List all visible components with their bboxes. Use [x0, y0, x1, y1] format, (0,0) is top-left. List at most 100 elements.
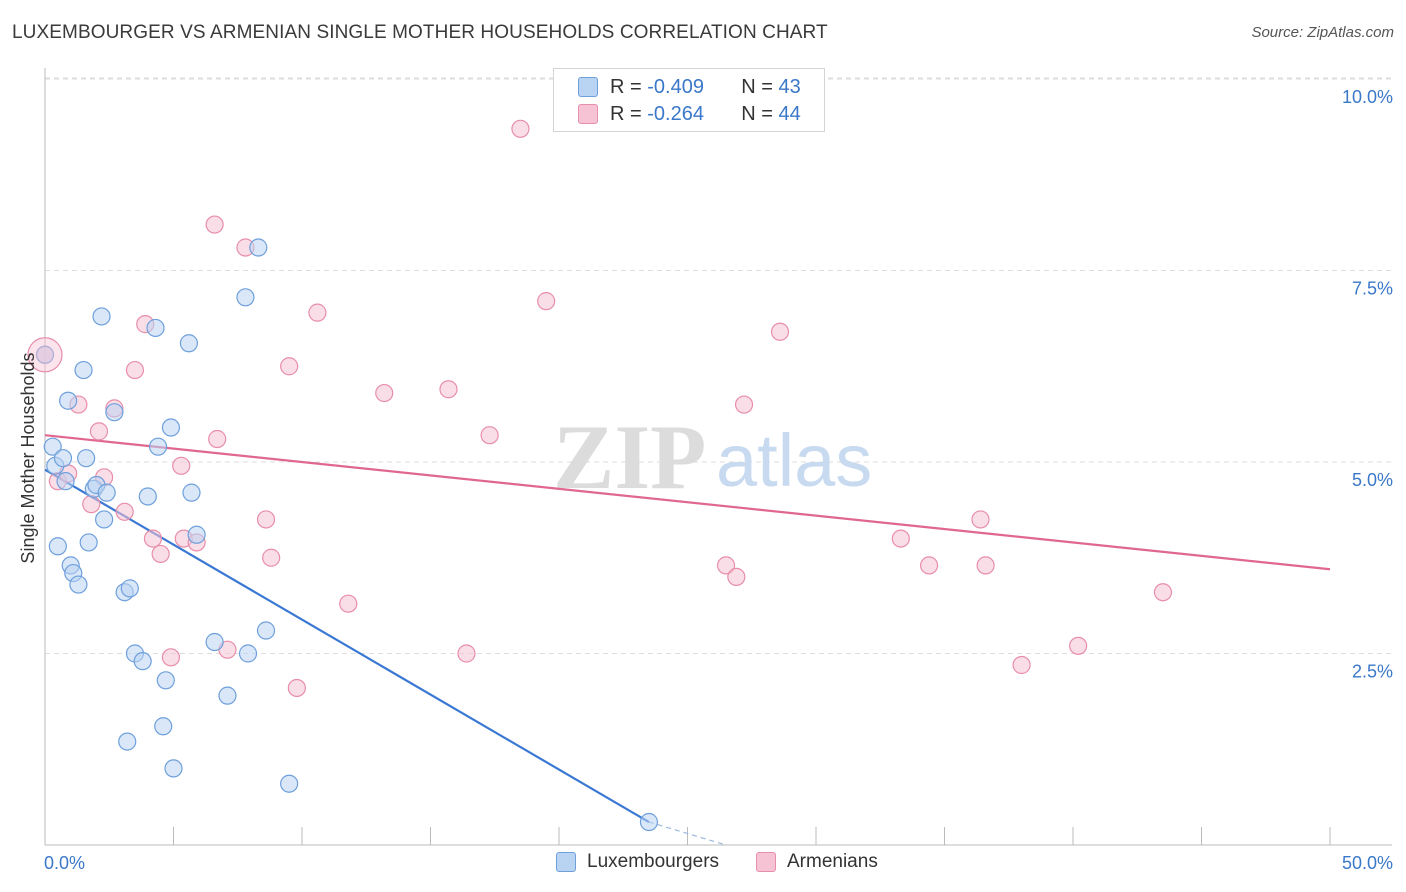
overlap-point-highlight: [27, 337, 63, 373]
legend-r-value: -0.264: [647, 102, 704, 125]
luxembourger-point: [35, 345, 55, 364]
series-name-armenians: Armenians: [787, 851, 878, 872]
luxembourger-point: [238, 644, 258, 663]
watermark: ZIP atlas: [553, 406, 872, 508]
armenian-point: [161, 648, 181, 667]
legend-r-value: -0.409: [647, 75, 704, 98]
armenian-point: [280, 357, 299, 376]
armenian-point: [457, 644, 476, 663]
series-swatch-blue: [556, 852, 576, 872]
series-swatch-pink: [756, 852, 776, 872]
x-tick-label: 0.0%: [44, 853, 85, 873]
luxembourger-point: [105, 403, 124, 422]
luxembourger-point: [133, 652, 152, 671]
legend-n-label: N =: [741, 102, 779, 125]
luxembourger-point: [79, 533, 98, 552]
luxembourger-point: [95, 510, 114, 529]
legend-n-value: 43: [778, 75, 801, 98]
series-legend-luxembourgers: Luxembourgers: [556, 851, 719, 873]
y-tick-label: 7.5%: [1352, 279, 1393, 299]
armenian-point: [115, 502, 134, 521]
armenian-point: [919, 556, 939, 575]
trend-lines: [44, 434, 1331, 846]
armenians-trend-line: [44, 434, 1331, 571]
source-label: Source: ZipAtlas.com: [1251, 24, 1394, 41]
armenian-point: [971, 510, 990, 529]
y-axis-label: Single Mother Households: [18, 352, 38, 563]
tick-labels: 2.5% 5.0% 7.5% 10.0% 0.0% 50.0%: [44, 87, 1393, 873]
luxembourger-point: [161, 418, 181, 437]
legend-r-label: R =: [610, 102, 648, 125]
luxembourger-point: [280, 774, 299, 793]
armenian-point: [208, 429, 227, 449]
luxembourger-point: [236, 288, 255, 307]
data-points: [27, 119, 1173, 832]
armenian-point: [287, 678, 306, 698]
luxembourger-point: [59, 391, 78, 410]
luxembourger-point: [256, 621, 276, 640]
series-legend: Luxembourgers Armenians: [0, 851, 1406, 877]
watermark-zip: ZIP: [553, 406, 706, 508]
armenian-point: [1069, 636, 1088, 655]
y-tick-label: 2.5%: [1352, 662, 1393, 682]
luxembourger-point: [97, 483, 116, 502]
legend-swatch-blue: [578, 77, 598, 97]
armenian-point: [727, 567, 746, 587]
armenian-point: [82, 495, 101, 514]
armenian-point: [716, 556, 736, 575]
luxembourger-point: [164, 759, 183, 778]
legend-row-armenians: R = -0.264 N = 44: [578, 101, 801, 127]
luxembourger-point: [156, 671, 175, 690]
luxembourger-point: [120, 579, 139, 598]
luxembourger-point: [118, 732, 137, 751]
series-name-luxembourgers: Luxembourgers: [587, 851, 720, 872]
armenian-point: [537, 292, 556, 311]
armenian-point: [151, 544, 170, 564]
armenian-point: [89, 422, 109, 441]
luxembourger-point: [92, 307, 111, 326]
correlation-legend: R = -0.409 N = 43 R = -0.264 N = 44: [553, 68, 825, 132]
x-tick-label: 50.0%: [1342, 853, 1393, 873]
armenian-point: [734, 395, 754, 414]
luxembourger-point: [148, 437, 168, 456]
luxembourger-point: [154, 717, 173, 736]
armenian-point: [439, 380, 458, 399]
luxembourgers-trend-line: [44, 468, 650, 823]
luxembourger-point: [205, 632, 224, 652]
luxembourger-point: [74, 360, 93, 380]
luxembourger-point: [639, 812, 659, 832]
axes: [44, 68, 1392, 846]
armenian-point: [1012, 655, 1031, 675]
armenian-point: [339, 594, 358, 613]
luxembourger-point: [218, 686, 237, 705]
armenian-point: [770, 322, 790, 341]
legend-row-luxembourgers: R = -0.409 N = 43: [578, 74, 801, 100]
watermark-atlas: atlas: [716, 419, 872, 502]
legend-n-value: 44: [778, 102, 801, 125]
luxembourger-point: [187, 525, 206, 544]
legend-n-label: N =: [741, 75, 779, 98]
luxembourger-point: [56, 472, 75, 491]
luxembourgers-trend-extension: [648, 821, 727, 846]
luxembourger-point: [48, 537, 67, 556]
luxembourger-point: [249, 238, 268, 257]
armenian-point: [1153, 583, 1173, 602]
armenian-point: [976, 556, 995, 575]
armenian-point: [172, 456, 191, 475]
armenian-point: [205, 215, 224, 234]
y-tick-label: 10.0%: [1342, 87, 1393, 107]
series-legend-armenians: Armenians: [756, 851, 878, 873]
armenian-point: [143, 529, 163, 548]
luxembourger-point: [43, 437, 62, 456]
armenian-point: [891, 529, 910, 548]
armenian-point: [511, 119, 530, 138]
legend-r-label: R =: [610, 75, 648, 98]
armenian-point: [480, 426, 499, 445]
legend-swatch-pink: [578, 104, 598, 124]
armenian-point: [125, 360, 145, 380]
armenian-point: [262, 548, 281, 567]
luxembourger-point: [77, 449, 96, 468]
luxembourger-point: [179, 334, 199, 353]
luxembourger-point: [69, 575, 88, 594]
